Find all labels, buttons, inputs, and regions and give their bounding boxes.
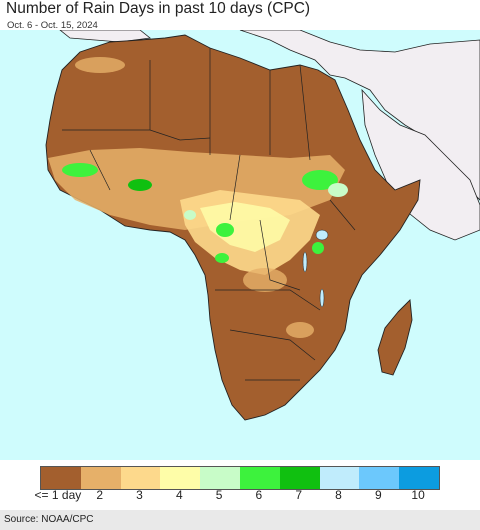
legend-swatch-7 [279, 467, 320, 489]
map-title: Number of Rain Days in past 10 days (CPC… [6, 0, 311, 17]
source-footer: Source: NOAA/CPC [0, 510, 480, 530]
north-coast-patch [75, 57, 125, 73]
legend-label-8: 8 [335, 488, 342, 502]
legend-swatch-2 [80, 467, 121, 489]
lake-victoria [315, 229, 329, 241]
legend-label-5: 5 [215, 488, 223, 502]
legend-swatch-5 [200, 467, 240, 489]
country-borders [62, 48, 356, 381]
date-range: Oct. 6 - Oct. 15, 2024 [7, 20, 98, 31]
rain-days-map [0, 30, 480, 460]
west-africa-wet-2 [128, 179, 152, 191]
africa-map-svg [0, 30, 480, 460]
madagascar-land [377, 299, 413, 376]
legend-swatch-9 [359, 467, 400, 489]
arabia-land [361, 88, 480, 241]
legend-label-7: 7 [295, 488, 303, 502]
legend-label-6: 6 [255, 488, 263, 502]
legend-label-1: <= 1 day [34, 488, 82, 502]
legend-swatch-10 [399, 467, 439, 489]
legend-swatch-6 [239, 467, 280, 489]
ethiopia-wet-2 [328, 183, 348, 197]
lake-tanganyika [302, 251, 308, 273]
legend-label-2: 2 [96, 488, 104, 502]
lake-region-wet [312, 242, 324, 254]
legend-swatch-1 [41, 467, 81, 489]
angola-patch [243, 268, 287, 292]
legend-swatch-4 [160, 467, 201, 489]
west-africa-wet [62, 163, 98, 177]
legend-label-4: 4 [175, 488, 183, 502]
wet-band-yellow [200, 202, 290, 252]
central-wet [216, 223, 234, 237]
ethiopia-wet [302, 170, 338, 190]
cameroon-wet [184, 210, 196, 220]
legend-label-10: 10 [411, 488, 425, 502]
header: Number of Rain Days in past 10 days (CPC… [0, 0, 480, 34]
legend-label-3: 3 [136, 488, 143, 502]
lake-malawi [319, 288, 325, 308]
legend-swatch-8 [319, 467, 360, 489]
legend-color-bar [40, 466, 440, 490]
legend: <= 1 day 2 3 4 5 6 7 8 9 10 [0, 460, 480, 510]
legend-label-9: 9 [374, 488, 382, 502]
legend-swatch-3 [120, 467, 161, 489]
mozambique-patch [286, 322, 314, 338]
gabon-wet [215, 253, 229, 263]
source-text: Source: NOAA/CPC [4, 514, 94, 525]
